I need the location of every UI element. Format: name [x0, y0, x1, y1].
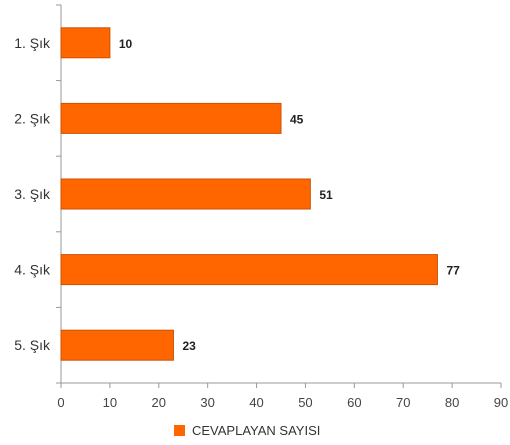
- legend-label: CEVAPLAYAN SAYISI: [192, 423, 320, 438]
- x-tick-label: 40: [249, 395, 263, 410]
- x-tick-label: 50: [298, 395, 312, 410]
- data-label: 51: [319, 188, 333, 202]
- x-tick-label: 60: [347, 395, 361, 410]
- category-label: 5. Şık: [14, 337, 51, 353]
- bar: [60, 27, 111, 59]
- category-label: 1. Şık: [14, 35, 51, 51]
- bar: [60, 178, 311, 210]
- x-tick-label: 0: [57, 395, 64, 410]
- data-label: 10: [119, 37, 133, 51]
- data-label: 77: [446, 264, 460, 278]
- category-label: 2. Şık: [14, 110, 51, 126]
- bar: [60, 329, 174, 361]
- x-tick-label: 80: [445, 395, 459, 410]
- data-label: 23: [182, 339, 196, 353]
- x-tick-label: 20: [152, 395, 166, 410]
- chart-bars: [60, 27, 438, 361]
- legend-swatch: [174, 425, 185, 436]
- x-tick-label: 10: [103, 395, 117, 410]
- chart-labels: 0 10 20 30 40 50 60 70 80 90 1. Şık 10 2. Şık 45 3. Şı…: [14, 35, 508, 410]
- data-label: 45: [290, 112, 304, 126]
- x-tick-label: 30: [200, 395, 214, 410]
- category-label: 3. Şık: [14, 186, 51, 202]
- bar: [60, 254, 438, 286]
- category-label: 4. Şık: [14, 262, 51, 278]
- x-tick-label: 90: [494, 395, 508, 410]
- x-tick-label: 70: [396, 395, 410, 410]
- chart-legend: CEVAPLAYAN SAYISI: [174, 423, 320, 438]
- bar: [60, 102, 282, 134]
